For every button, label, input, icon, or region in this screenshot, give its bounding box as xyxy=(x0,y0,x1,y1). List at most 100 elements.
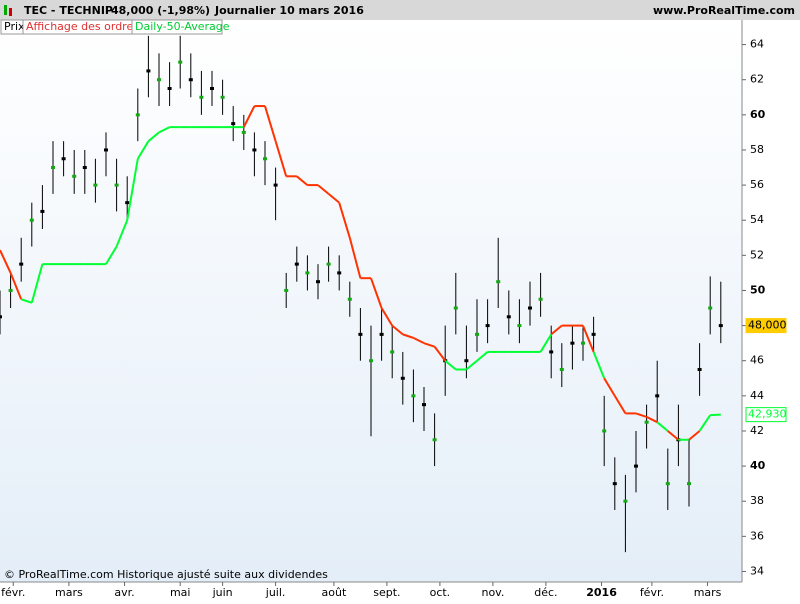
x-axis-area xyxy=(0,582,800,600)
candle-close xyxy=(708,306,713,310)
candle-close xyxy=(591,332,596,336)
x-tick-label: oct. xyxy=(430,586,451,599)
ma-segment xyxy=(444,359,457,371)
ma-segment xyxy=(147,131,160,142)
candle-close xyxy=(19,262,24,266)
ma-segment xyxy=(115,219,129,247)
candle-close xyxy=(273,183,278,187)
ma-segment xyxy=(646,416,658,424)
candle-close xyxy=(453,306,458,310)
y-tick-label: 36 xyxy=(750,529,764,542)
candle-close xyxy=(570,341,575,345)
y-tick-label: 40 xyxy=(750,459,766,472)
candle-close xyxy=(326,262,331,266)
candle-close xyxy=(61,157,66,161)
ma-segment xyxy=(20,298,33,304)
candle-close xyxy=(135,113,140,117)
x-tick-label: avr. xyxy=(114,586,134,599)
candle-close xyxy=(665,482,670,486)
tab-label[interactable]: Affichage des ordres xyxy=(26,20,139,33)
candle-close xyxy=(390,350,395,354)
footer: © ProRealTime.com Historique ajusté suit… xyxy=(4,568,328,581)
candle-close xyxy=(485,324,490,328)
candle-close xyxy=(178,60,183,64)
candle-close xyxy=(602,429,607,433)
candle-close xyxy=(697,367,702,371)
y-tick-label: 42 xyxy=(750,424,764,437)
period: Journalier 10 mars 2016 xyxy=(214,4,364,17)
ma-segment xyxy=(370,277,383,309)
candle-close xyxy=(114,183,119,187)
tab-label[interactable]: Prix xyxy=(4,20,25,33)
candle-close xyxy=(644,420,649,424)
ma-segment xyxy=(476,351,489,362)
y-tick-label: 62 xyxy=(750,73,764,86)
price-tag-label: 48,000 xyxy=(748,319,787,332)
y-tick-label: 50 xyxy=(750,283,766,296)
tab[interactable] xyxy=(131,19,223,35)
ma-segment xyxy=(296,175,309,186)
quote: 48,000 (-1,98%) xyxy=(111,4,210,17)
ma-segment xyxy=(635,412,647,418)
candle-close xyxy=(687,482,691,486)
ma-segment xyxy=(710,413,721,417)
y-tick-label: 64 xyxy=(750,38,764,51)
candle-close xyxy=(369,359,373,363)
y-tick-label: 52 xyxy=(750,248,764,261)
candle-close xyxy=(718,324,723,328)
candle-close xyxy=(231,122,236,126)
ma-segment xyxy=(656,421,669,432)
y-tick-label: 60 xyxy=(750,108,766,121)
ma-segment xyxy=(423,342,435,348)
ma-segment xyxy=(105,246,118,265)
candle-close xyxy=(379,332,384,336)
candle-close xyxy=(8,288,13,292)
candle-close xyxy=(623,499,628,503)
candle-close xyxy=(220,95,225,99)
icon xyxy=(9,8,12,16)
candle-close xyxy=(475,332,479,336)
candle-close xyxy=(93,183,98,187)
ma-segment xyxy=(126,158,139,221)
price-tag xyxy=(745,318,787,334)
ma-segment xyxy=(317,184,330,195)
candle-close xyxy=(51,166,55,170)
candle-close xyxy=(188,78,193,82)
candle-close xyxy=(284,288,289,292)
candle-close xyxy=(29,218,34,222)
price-tag xyxy=(745,407,787,423)
candle-close xyxy=(263,157,267,161)
x-tick-label: août xyxy=(322,586,347,599)
candle-close xyxy=(400,376,405,380)
candle-close xyxy=(40,209,45,213)
icon xyxy=(4,5,7,15)
x-tick-label: mai xyxy=(170,586,191,599)
candle-close xyxy=(252,148,257,152)
site: www.ProRealTime.com xyxy=(653,4,795,17)
ma-segment xyxy=(582,325,595,353)
y-tick-label: 34 xyxy=(750,564,764,577)
x-tick-label: févr. xyxy=(1,586,25,599)
ma-segment xyxy=(592,351,606,379)
ma-segment xyxy=(30,263,44,304)
candle-close xyxy=(411,394,416,398)
candle-close xyxy=(655,394,660,398)
candle-close xyxy=(549,350,554,354)
x-tick-label: sept. xyxy=(373,586,400,599)
candle-close xyxy=(528,306,532,310)
candle-close xyxy=(72,174,77,178)
candle-close xyxy=(305,271,310,275)
ma-segment xyxy=(348,237,362,279)
symbol: TEC - TECHNIP xyxy=(24,4,113,17)
y-tick-label: 38 xyxy=(750,494,764,507)
y-tick-label: 44 xyxy=(750,389,764,402)
candle-close xyxy=(432,438,437,442)
tab-label[interactable]: Daily-50-Average xyxy=(135,20,230,33)
candle-close xyxy=(517,324,522,328)
ma-segment xyxy=(688,430,701,441)
ma-segment xyxy=(327,193,340,204)
candle-close xyxy=(82,166,87,170)
ma-segment xyxy=(539,333,553,353)
x-tick-label: 2016 xyxy=(586,586,617,599)
